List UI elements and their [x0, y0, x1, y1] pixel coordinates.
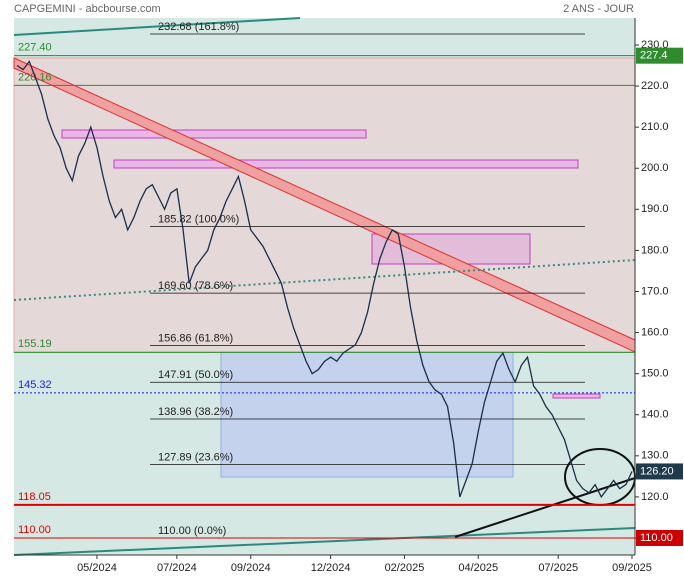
level-label: 227.40 — [18, 42, 52, 54]
fib-label: 156.86 (61.8%) — [158, 332, 233, 344]
price-line — [16, 60, 633, 499]
zone-box — [552, 393, 601, 399]
fib-label: 147.91 (50.0%) — [158, 369, 233, 381]
y-tick-label: 200.0 — [641, 162, 669, 174]
y-tick-label: 210.0 — [641, 121, 669, 133]
trend-line — [13, 259, 636, 301]
y-tick-label: 120.0 — [641, 491, 669, 503]
fib-label: 138.96 (38.2%) — [158, 406, 233, 418]
y-tick-label: 150.0 — [641, 368, 669, 380]
fib-label: 110.00 (0.0%) — [158, 525, 226, 537]
fib-label: 169.60 (78.6%) — [158, 280, 233, 292]
y-tick-label: 160.0 — [641, 326, 669, 338]
level-label: 118.05 — [18, 491, 51, 503]
fib-label: 232.68 (161.8%) — [158, 21, 239, 33]
x-tick-label: 09/2025 — [612, 562, 652, 574]
x-tick-label: 02/2025 — [385, 562, 425, 574]
y-tick-label: 190.0 — [641, 203, 669, 215]
x-tick-label: 12/2024 — [311, 562, 351, 574]
level-label: 145.32 — [18, 379, 52, 391]
price-badge — [636, 47, 683, 64]
chart-title: CAPGEMINI - abcbourse.com — [14, 3, 161, 15]
y-tick-label: 130.0 — [641, 450, 669, 462]
x-tick-label: 07/2024 — [157, 562, 197, 574]
price-badge-label: 110.00 — [640, 532, 673, 544]
chart-subtitle: 2 ANS - JOUR — [563, 3, 634, 15]
fib-label: 185.82 (100.0%) — [158, 213, 239, 225]
y-tick-label: 220.0 — [641, 80, 669, 92]
trend-line — [13, 527, 636, 556]
y-tick-label: 180.0 — [641, 244, 669, 256]
price-badge — [636, 529, 683, 546]
y-tick-label: 140.0 — [641, 409, 669, 421]
zone-box — [113, 159, 579, 169]
x-tick-label: 04/2025 — [458, 562, 498, 574]
price-badge-label: 126.20 — [640, 465, 674, 477]
fib-label: 127.89 (23.6%) — [158, 451, 233, 463]
x-tick-label: 05/2024 — [77, 562, 117, 574]
y-tick-label: 170.0 — [641, 285, 669, 297]
trend-line — [454, 477, 636, 538]
price-badge — [636, 463, 683, 480]
level-label: 110.00 — [18, 524, 51, 536]
zone-box — [61, 129, 367, 139]
range-box — [220, 351, 514, 478]
x-tick-label: 09/2024 — [231, 562, 271, 574]
level-label: 155.19 — [18, 338, 52, 350]
trend-line — [13, 17, 301, 36]
x-tick-label: 07/2025 — [538, 562, 578, 574]
price-badge-label: 227.4 — [640, 50, 668, 62]
